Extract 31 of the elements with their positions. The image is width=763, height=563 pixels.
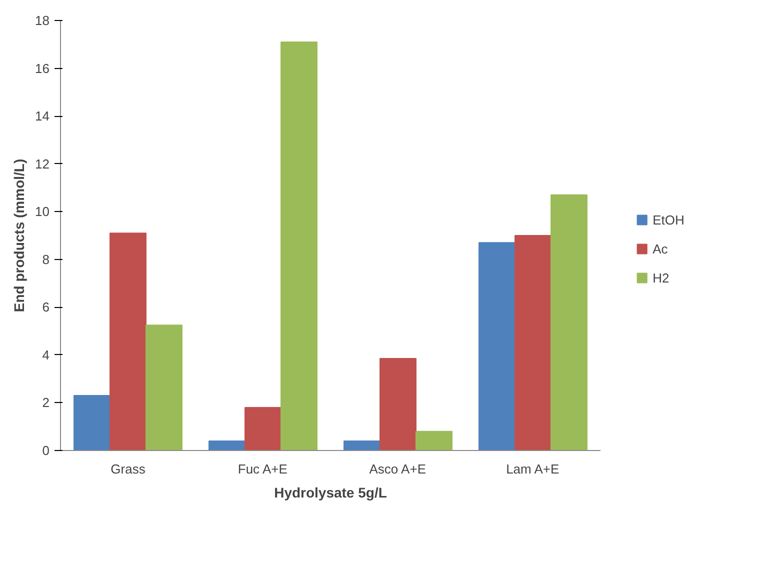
y-tick-label: 12: [35, 156, 50, 172]
bar: [280, 42, 318, 450]
bar: [550, 194, 588, 450]
bar: [74, 395, 110, 450]
y-axis-title: End products (mmol/L): [11, 158, 28, 312]
x-tick-label: Fuc A+E: [238, 462, 288, 476]
x-tick-label: Asco A+E: [369, 462, 426, 476]
y-tick-label: 4: [42, 347, 50, 362]
y-tick-label: 2: [42, 395, 50, 410]
y-tick-label: 16: [35, 60, 50, 76]
legend-label: H2: [652, 270, 670, 285]
bar: [478, 242, 516, 450]
bar: [146, 324, 182, 450]
bar: [110, 232, 146, 450]
y-tick-label: 10: [35, 204, 50, 220]
y-tick-label: 14: [35, 108, 50, 124]
bar: [514, 235, 552, 450]
legend-label: EtOH: [652, 212, 684, 227]
bar: [208, 440, 246, 450]
bar: [380, 358, 416, 450]
y-tick-label: 0: [42, 443, 50, 458]
legend-label: Ac: [652, 241, 669, 256]
x-tick-label: Lam A+E: [506, 462, 560, 476]
bar: [244, 407, 282, 450]
y-tick-label: 18: [35, 13, 50, 28]
bar: [344, 440, 380, 450]
y-tick-label: 8: [42, 252, 50, 267]
y-tick-label: 6: [42, 300, 50, 315]
x-axis-title: Hydrolysate 5g/L: [274, 484, 388, 500]
bar: [416, 430, 452, 450]
x-tick-label: Grass: [110, 462, 146, 476]
